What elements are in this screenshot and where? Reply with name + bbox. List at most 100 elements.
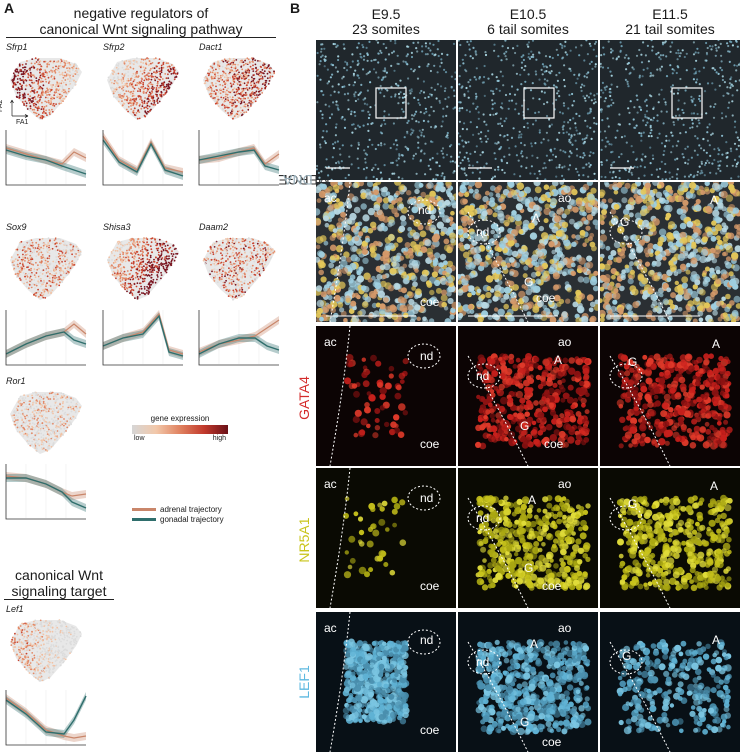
cell-dot (213, 72, 215, 74)
cell-dot (19, 629, 22, 631)
cell-dot (60, 659, 63, 662)
cell-dot (36, 393, 38, 396)
nucleus (357, 98, 360, 101)
cell-dot (134, 252, 137, 255)
nucleus (368, 138, 371, 141)
cell-dot (223, 284, 226, 286)
cell-dot (23, 666, 26, 668)
cell-dot (38, 290, 41, 293)
cell-dot (162, 63, 165, 66)
cell-dot (214, 241, 217, 244)
cell-dot (39, 396, 42, 399)
cell-dot (146, 274, 149, 277)
cell-dot (241, 281, 244, 284)
cell-dot (56, 632, 59, 635)
cell-dot (146, 90, 149, 93)
cell-dot (143, 280, 146, 282)
cell-dot (145, 63, 148, 66)
cell-dot (171, 258, 174, 260)
cell-dot (127, 68, 130, 71)
cell-dot (141, 258, 144, 260)
cell-dot (135, 102, 138, 104)
cell-dot (259, 60, 261, 62)
cell-dot (262, 267, 265, 270)
cell-dot (53, 245, 56, 248)
gonadal-band (6, 328, 86, 358)
cell-dot (233, 106, 236, 109)
cell-dot (64, 263, 67, 266)
cell-dot (259, 248, 261, 250)
nucleus (399, 91, 402, 94)
cell-dot (245, 263, 248, 265)
nucleus (331, 168, 334, 171)
cell-dot (55, 61, 58, 63)
cell-dot (165, 240, 168, 243)
cell-dot (258, 252, 261, 255)
cell-dot (132, 112, 135, 114)
cell-dot (41, 295, 44, 297)
cell-dot (149, 69, 151, 72)
cell-dot (13, 417, 16, 419)
cell-dot (245, 87, 248, 90)
nucleus (397, 84, 400, 87)
cell-dot (60, 269, 62, 272)
cell-dot (37, 412, 40, 415)
cell-dot (157, 268, 160, 271)
cell-dot (31, 82, 34, 85)
cell-dot (43, 406, 46, 409)
cell-dot (33, 445, 36, 447)
gonadal-line (198, 337, 280, 355)
cell-dot (39, 98, 41, 101)
cell-dot (39, 673, 42, 676)
cell-dot (38, 397, 40, 400)
nucleus (408, 89, 411, 92)
nucleus (427, 47, 430, 50)
cell-dot (21, 259, 23, 262)
cell-dot (258, 270, 261, 273)
cell-dot (115, 73, 118, 75)
cell-dot (129, 278, 132, 281)
cell-dot (16, 430, 19, 433)
cell-dot (122, 102, 125, 105)
cell-dot (164, 247, 167, 250)
col-stage: E9.5 (371, 6, 401, 22)
cell-dot (21, 419, 24, 422)
cell-dot (144, 97, 146, 99)
cell-dot (51, 104, 54, 107)
cell-dot (236, 297, 238, 299)
cell-dot (34, 439, 37, 441)
cell-dot (259, 274, 261, 277)
cell-dot (235, 287, 237, 289)
cell-dot (33, 283, 36, 286)
cell-dot (46, 396, 49, 399)
cell-dot (68, 77, 71, 80)
cell-dot (147, 100, 150, 103)
cell-dot (23, 433, 25, 436)
cell-dot (39, 679, 42, 682)
cell-dot (41, 650, 44, 653)
cell-dot (20, 645, 22, 647)
cell-dot (51, 289, 54, 292)
cell-dot (57, 85, 60, 88)
cell-dot (31, 90, 34, 92)
nucleus (417, 141, 420, 144)
cell-dot (59, 93, 61, 96)
cell-dot (156, 84, 159, 87)
cell-dot (68, 249, 71, 251)
cell-dot (240, 253, 243, 256)
nucleus (453, 170, 456, 173)
cell-dot (215, 85, 217, 88)
gonadal-band (103, 312, 183, 360)
cell-dot (49, 637, 51, 640)
cell-dot (235, 70, 238, 72)
cell-dot (210, 258, 213, 261)
cell-dot (170, 68, 172, 71)
cell-dot (41, 441, 43, 443)
cell-dot (226, 61, 229, 64)
cell-dot (124, 282, 127, 285)
nucleus (365, 46, 368, 49)
nucleus (363, 102, 366, 105)
cell-dot (121, 100, 123, 102)
cell-dot (213, 64, 215, 67)
nucleus (377, 167, 380, 170)
